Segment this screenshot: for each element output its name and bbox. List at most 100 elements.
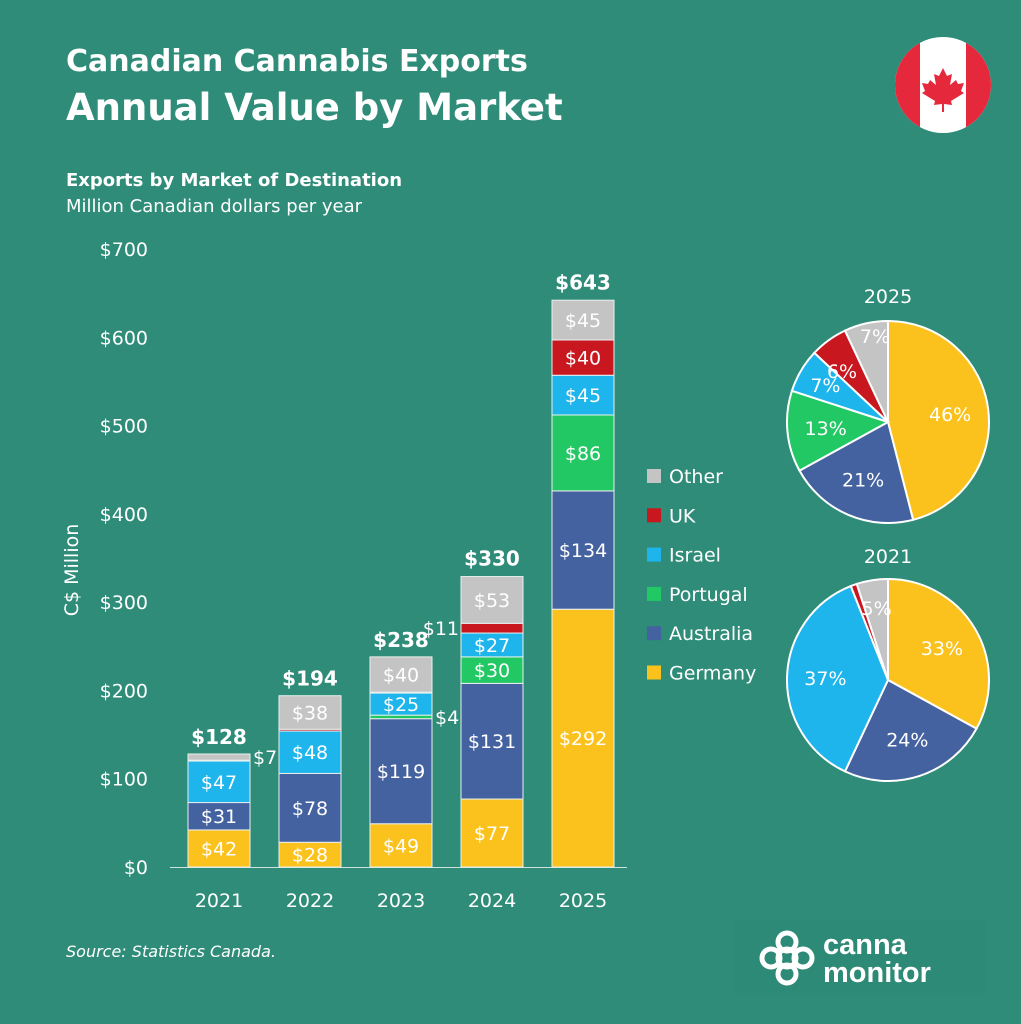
legend-label: Other: [669, 466, 723, 488]
bar-total-label: $194: [282, 667, 338, 691]
y-tick-label: $200: [100, 680, 148, 702]
bar-segment-label: $53: [474, 590, 510, 612]
bar-segment-australia: [278, 772, 342, 843]
bar-segment-label: $78: [292, 798, 328, 820]
bar-segment-label: $11: [423, 618, 459, 640]
bar-segment-other: [187, 753, 251, 761]
bar-segment-label: $48: [292, 742, 328, 764]
y-tick-label: $0: [124, 857, 148, 879]
bar-segment-germany: [460, 798, 524, 868]
legend-swatch-germany: [647, 665, 661, 680]
legend-swatch-israel: [647, 547, 661, 562]
x-tick-label: 2022: [286, 890, 334, 912]
bar-segment-label: $25: [383, 694, 419, 716]
bar-segment-label: $119: [377, 761, 425, 783]
bar-segment-germany: [551, 608, 615, 868]
bar-segment-label: $38: [292, 703, 328, 725]
pie-slice-label: 46%: [929, 404, 971, 426]
bar-segment-label: $49: [383, 835, 419, 857]
bar-segment-label: $40: [565, 348, 601, 370]
bar-segment-label: $292: [559, 728, 607, 750]
y-tick-label: $700: [100, 239, 148, 261]
bar-segment-portugal: [551, 414, 615, 492]
bar-segment-label: $45: [565, 385, 601, 407]
bar-segment-label: $42: [201, 838, 237, 860]
pie-slice-other: [855, 577, 889, 681]
source-note: Source: Statistics Canada.: [66, 942, 276, 961]
chart-subtitle: Million Canadian dollars per year: [66, 196, 363, 217]
legend-label: Portugal: [669, 584, 748, 606]
bar-segment-label: $40: [383, 665, 419, 687]
x-tick-label: 2025: [559, 890, 607, 912]
bar-segment-uk: [460, 622, 524, 634]
bar-total-label: $330: [464, 547, 520, 571]
pie-slice-label: 37%: [804, 668, 846, 690]
bar-total-label: $238: [373, 628, 429, 652]
pie-slice-label: 7%: [860, 326, 890, 348]
pie-slice-label: 33%: [921, 638, 963, 660]
pie-slice-australia: [843, 678, 978, 782]
pie-title: 2021: [864, 546, 912, 568]
legend-label: Australia: [669, 623, 753, 645]
chart-title: Exports by Market of Destination: [66, 170, 403, 191]
pie-slice-other: [843, 319, 889, 423]
bar-segment-australia: [460, 682, 524, 800]
bar-segment-other: [278, 695, 342, 730]
bar-segment-israel: [551, 374, 615, 416]
flower-logo-icon: canna monitor: [759, 929, 931, 989]
bar-segment-label: $28: [292, 845, 328, 867]
bar-segment-australia: [369, 718, 433, 825]
pie-slice-australia: [798, 420, 915, 524]
y-tick-label: $500: [100, 416, 148, 438]
pie-slice-label: 13%: [805, 418, 847, 440]
logo-line2: monitor: [823, 957, 931, 989]
y-axis-label: C$ Million: [61, 524, 83, 617]
y-tick-label: $600: [100, 327, 148, 349]
bar-segment-label: $131: [468, 731, 516, 753]
legend-swatch-uk: [647, 508, 661, 523]
logo: canna monitor: [735, 920, 985, 995]
pie-slice-label: 6%: [827, 361, 857, 383]
legend-swatch-other: [647, 469, 661, 483]
subtitle: Annual Value by Market: [66, 86, 563, 129]
x-tick-label: 2023: [377, 890, 425, 912]
legend-swatch-portugal: [647, 586, 661, 601]
pie-slice-label: 7%: [810, 375, 840, 397]
bar-segment-label: $47: [201, 772, 237, 794]
bar-segment-label: $27: [474, 635, 510, 657]
pie-slice-label: 5%: [862, 598, 892, 620]
bar-segment-other: [460, 576, 524, 624]
pie-slice-germany: [887, 577, 990, 731]
bar-segment-label: $31: [201, 806, 237, 828]
bar-segment-other: [551, 299, 615, 341]
pie-title: 2025: [864, 286, 912, 308]
legend-swatch-australia: [647, 626, 661, 641]
legend-label: Israel: [669, 545, 721, 567]
pie-slice-israel: [786, 584, 890, 773]
bar-segment-germany: [278, 841, 342, 868]
bar-segment-portugal: [460, 656, 524, 684]
bar-segment-label: $7: [253, 747, 277, 769]
bar-segment-label: $134: [559, 540, 607, 562]
logo-line1: canna: [823, 929, 908, 961]
x-tick-label: 2021: [195, 890, 243, 912]
bar-segment-label: $86: [565, 443, 601, 465]
y-tick-label: $400: [100, 504, 148, 526]
title: Canadian Cannabis Exports: [66, 44, 528, 79]
y-tick-label: $100: [100, 769, 148, 791]
y-tick-label: $300: [100, 592, 148, 614]
pie-slice-portugal: [786, 389, 891, 473]
bar-segment-label: $77: [474, 823, 510, 845]
pie-slice-label: 21%: [842, 469, 884, 491]
bar-total-label: $643: [555, 270, 611, 294]
bar-segment-label: $4: [435, 707, 459, 729]
pie-slice-germany: [887, 319, 990, 522]
bar-segment-label: $30: [474, 660, 510, 682]
legend-label: UK: [669, 505, 696, 527]
legend-label: Germany: [669, 663, 756, 685]
pie-slice-label: 24%: [886, 730, 928, 752]
bar-segment-label: $45: [565, 310, 601, 332]
bar-segment-australia: [551, 490, 615, 610]
x-tick-label: 2024: [468, 890, 516, 912]
